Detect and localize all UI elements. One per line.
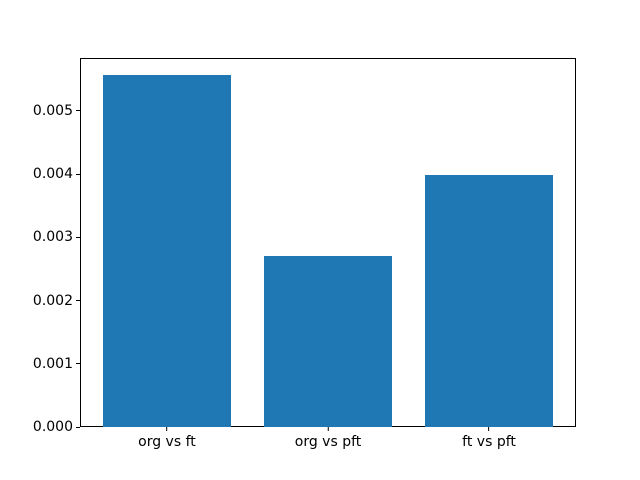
y-tick-0.000: 0.000 (33, 420, 80, 434)
y-tick-0.003: 0.003 (33, 230, 80, 244)
x-tick-label: ft vs pft (462, 434, 516, 450)
y-tick-label: 0.003 (32, 229, 73, 246)
y-tick-label: 0.000 (32, 419, 73, 435)
x-tick-mark (327, 427, 329, 431)
y-tick-0.002: 0.002 (33, 294, 80, 308)
x-tick-org-vs-pft: org vs pft (294, 427, 362, 450)
x-tick-label: org vs ft (138, 434, 196, 450)
bars-layer (80, 58, 576, 427)
y-tick-mark (76, 236, 80, 238)
y-tick-label: 0.001 (32, 355, 73, 372)
y-tick-mark (76, 363, 80, 365)
y-tick-label: 0.004 (32, 166, 73, 183)
x-tick-mark (488, 427, 490, 431)
bar-org-vs-ft (102, 74, 232, 427)
y-tick-mark (76, 426, 80, 428)
x-tick-label: org vs pft (294, 434, 362, 450)
y-tick-mark (76, 300, 80, 302)
y-tick-0.004: 0.004 (33, 167, 80, 181)
y-tick-label: 0.002 (32, 292, 73, 309)
y-tick-mark (76, 173, 80, 175)
x-tick-mark (166, 427, 168, 431)
x-tick-ft-vs-pft: ft vs pft (462, 427, 516, 449)
x-tick-org-vs-ft: org vs ft (138, 427, 196, 449)
y-tick-0.005: 0.005 (33, 104, 80, 118)
y-tick-mark (76, 110, 80, 112)
y-tick-0.001: 0.001 (33, 357, 80, 371)
bar-ft-vs-pft (424, 175, 554, 427)
y-tick-label: 0.005 (32, 102, 73, 119)
bar-org-vs-pft (263, 255, 393, 427)
